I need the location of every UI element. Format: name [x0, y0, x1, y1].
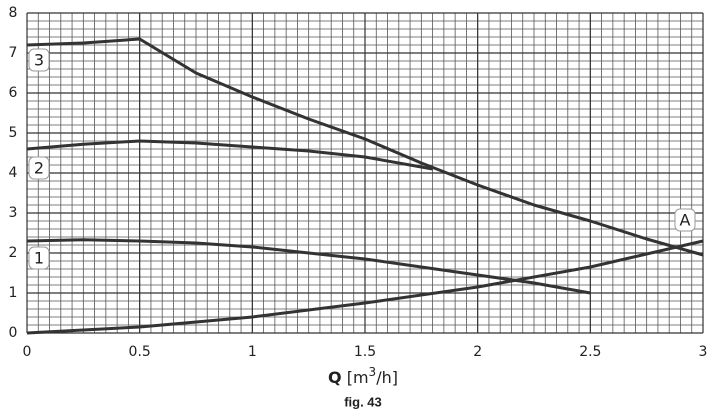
- y-tick-label: 7: [9, 45, 18, 61]
- x-label-unit-end: /h]: [376, 368, 398, 387]
- x-tick-label: 0.5: [129, 344, 151, 360]
- x-label-unit: [m: [347, 368, 369, 387]
- x-tick-label: 2.5: [579, 344, 601, 360]
- curve: [26, 239, 704, 335]
- y-tick-label: 6: [9, 85, 18, 101]
- x-tick-label: 3: [699, 344, 707, 360]
- curve-label-box: [28, 48, 50, 72]
- y-tick-label: 5: [9, 125, 18, 141]
- y-tick-label: 4: [9, 165, 18, 181]
- curve-label: 3: [34, 51, 44, 70]
- y-tick-label: 0: [9, 325, 18, 341]
- curve: [26, 37, 704, 257]
- curve: [26, 139, 433, 171]
- curve-label-box: [28, 156, 50, 180]
- x-axis-label: Q [m3/h]: [328, 365, 398, 387]
- y-tick-label: 1: [9, 285, 18, 301]
- y-tick-label: 2: [9, 245, 18, 261]
- x-tick-label: 1: [248, 344, 257, 360]
- x-tick-label: 2: [473, 344, 482, 360]
- curve-label: 1: [34, 249, 44, 268]
- curve-label: 2: [34, 159, 44, 178]
- x-label-symbol: Q: [328, 368, 342, 387]
- caption: fig. 43: [344, 394, 382, 409]
- curve-label-box: [674, 208, 696, 232]
- x-tick-label: 0: [23, 344, 32, 360]
- curve-label-box: [28, 246, 50, 270]
- curve: [26, 238, 591, 295]
- y-tick-label: 3: [9, 205, 18, 221]
- x-label-exp: 3: [369, 365, 377, 379]
- x-tick-label: 1.5: [354, 344, 376, 360]
- curve-label: A: [680, 211, 691, 230]
- y-tick-label: 8: [9, 5, 18, 21]
